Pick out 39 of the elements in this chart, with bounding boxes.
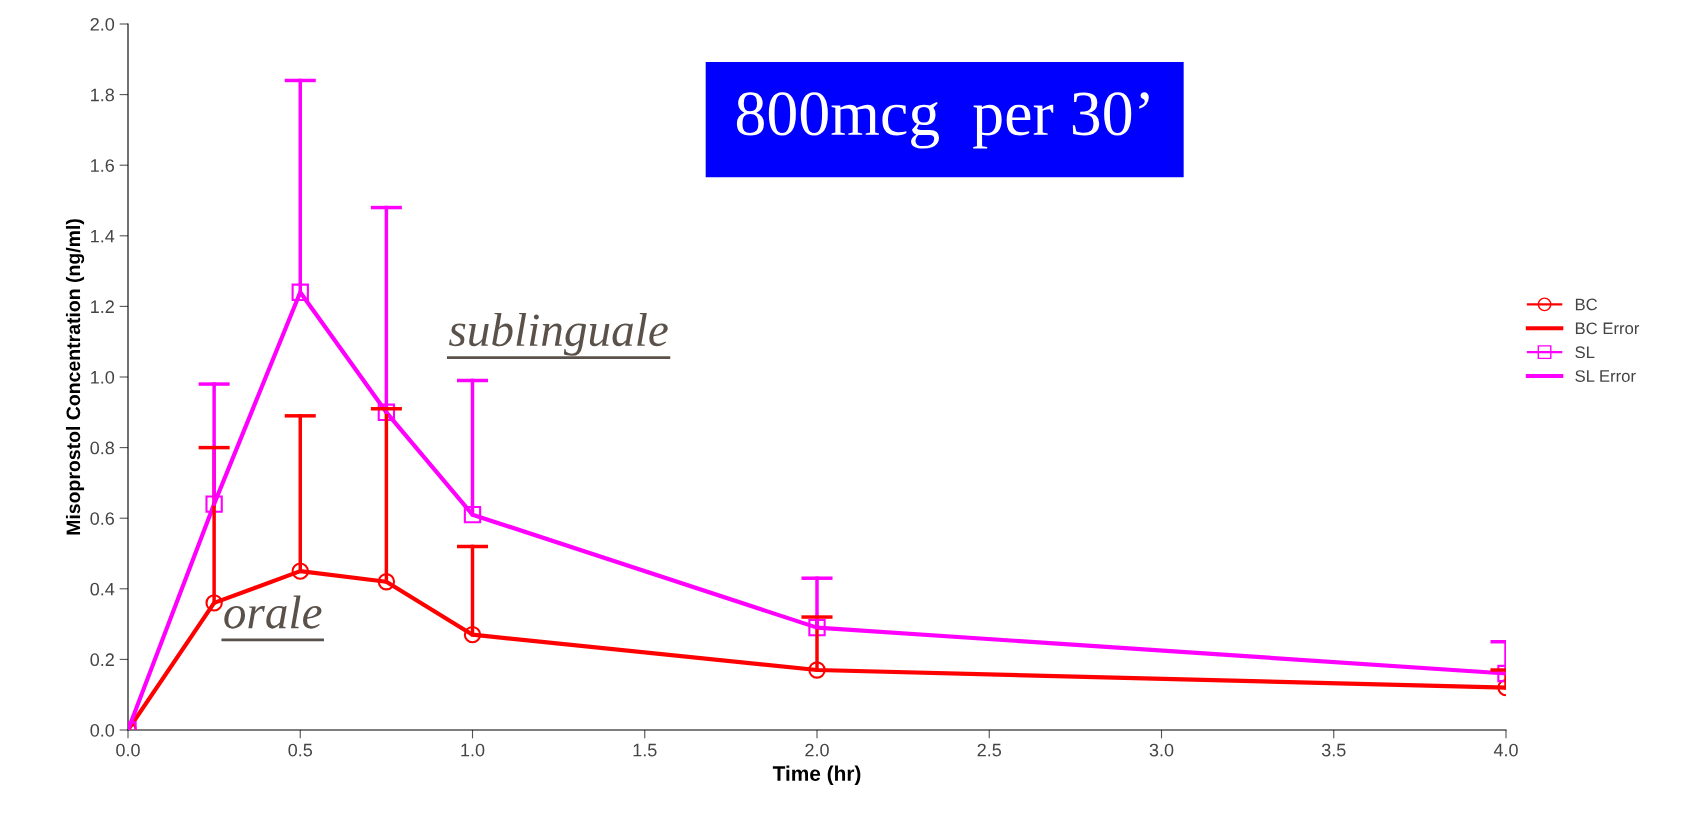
point: [463, 505, 482, 524]
x-tick-label: 1.0: [461, 743, 485, 757]
y-tick-label: 2.0: [90, 17, 115, 31]
x-tick-label: 2.0: [805, 743, 829, 757]
point: [377, 403, 396, 421]
y-tick-label: 1.8: [91, 88, 115, 102]
y-tick-label: 0.0: [90, 723, 115, 737]
x-tick-label: 2.5: [977, 743, 1002, 757]
text: SL Error: [1575, 370, 1636, 382]
annotation: sublinguale: [449, 313, 668, 356]
x-tick-label: 0.0: [116, 743, 140, 757]
x-tick-label: 1.5: [633, 743, 657, 757]
point: [808, 661, 826, 679]
y-tick-label: 1.4: [91, 229, 115, 243]
point: [463, 626, 482, 644]
y-tick-label: 0.6: [90, 512, 115, 525]
point: [205, 495, 223, 513]
point: [291, 283, 309, 301]
x-tick-label: 4.0: [1493, 743, 1518, 757]
text: BC Error: [1575, 322, 1640, 335]
x-axis-title: Time (hr): [772, 765, 861, 785]
y-tick-label: 1.0: [91, 370, 115, 384]
x-tick-label: 3.0: [1149, 743, 1174, 757]
point: [808, 618, 826, 637]
y-tick-label: 0.4: [90, 582, 115, 596]
y-tick-label: 1.6: [91, 159, 115, 172]
y-tick-label: 1.2: [91, 300, 114, 313]
legend-label: SL: [1575, 346, 1595, 359]
point: [205, 594, 223, 612]
x-tick-label: 3.5: [1321, 743, 1346, 757]
y-tick-label: 0.8: [90, 441, 115, 455]
legend-label: BC: [1575, 298, 1598, 311]
annotation: 800mcg per 30’: [736, 92, 1149, 149]
point: [291, 562, 309, 580]
x-tick-label: 0.5: [288, 743, 313, 757]
y-axis-title: Misoprostol Concentration (ng/ml): [65, 219, 85, 535]
point: [377, 573, 396, 591]
y-tick-label: 0.2: [90, 653, 114, 667]
annotation: orale: [224, 595, 322, 629]
